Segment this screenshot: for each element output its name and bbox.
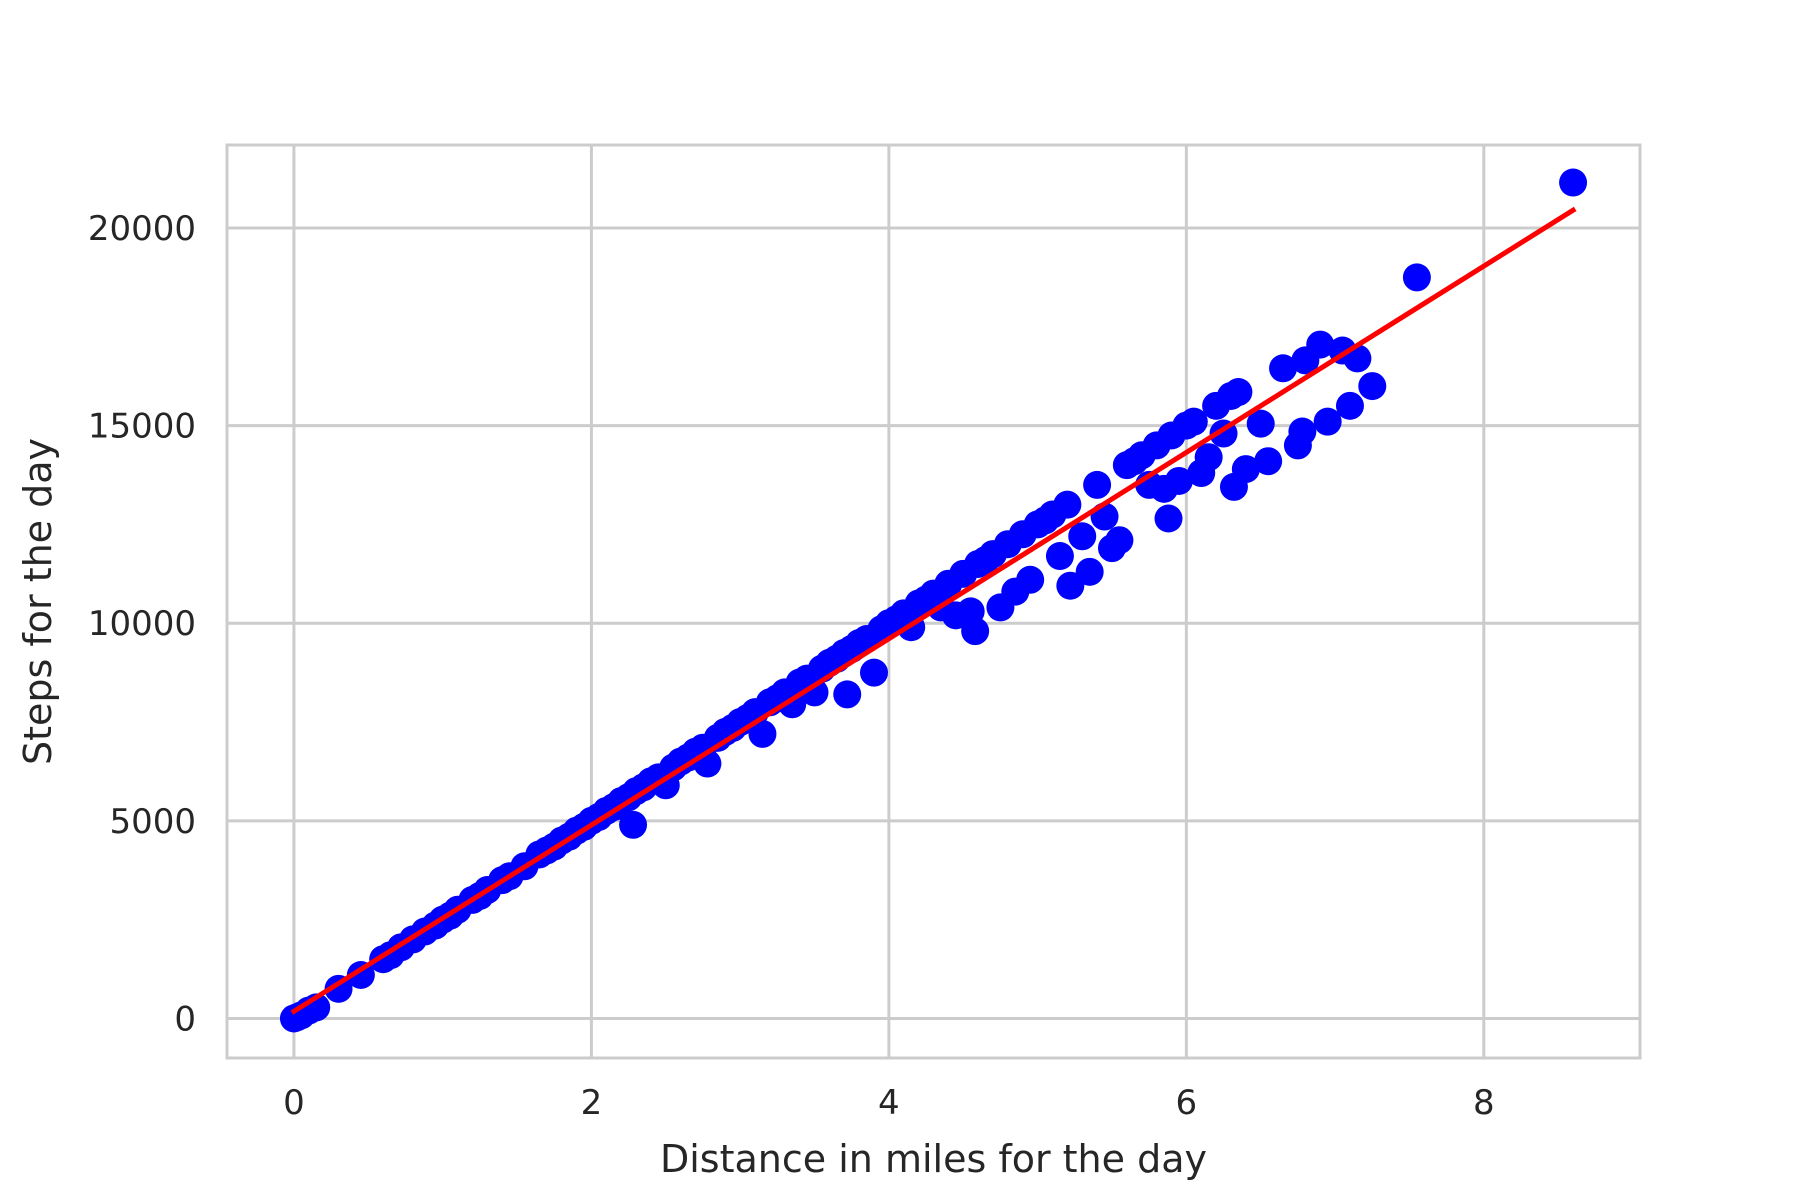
data-point <box>1254 447 1283 476</box>
plot-frame <box>225 143 1642 1060</box>
data-point <box>1164 466 1193 495</box>
data-point <box>1053 490 1082 519</box>
grid-lines <box>227 145 1640 1058</box>
x-tick-label: 4 <box>878 1083 900 1123</box>
data-point <box>1559 168 1588 197</box>
data-point <box>1045 542 1074 571</box>
data-point <box>1016 565 1045 594</box>
data-point <box>619 810 648 839</box>
data-point <box>1083 470 1112 499</box>
data-point <box>1313 407 1342 436</box>
data-point <box>1105 526 1134 555</box>
data-point <box>833 680 862 709</box>
data-point <box>1056 571 1085 600</box>
data-point <box>748 719 777 748</box>
data-point <box>1075 557 1104 586</box>
x-tick-labels: 0 2 4 6 8 <box>283 1083 1495 1123</box>
y-tick-label: 15000 <box>88 407 196 447</box>
data-point <box>1288 417 1317 446</box>
y-tick-label: 5000 <box>109 802 196 842</box>
data-point <box>1402 263 1431 292</box>
fit-line-layer <box>290 206 1577 1015</box>
data-point <box>1246 409 1275 438</box>
data-point <box>1231 455 1260 484</box>
data-points <box>279 168 1588 1033</box>
y-axis-label: Steps for the day <box>16 438 60 765</box>
x-tick-label: 2 <box>581 1083 603 1123</box>
data-point <box>1224 378 1253 407</box>
data-point <box>1154 504 1183 533</box>
data-point <box>860 658 889 687</box>
data-point <box>1194 443 1223 472</box>
y-tick-label: 20000 <box>88 209 196 249</box>
x-tick-label: 6 <box>1176 1083 1198 1123</box>
data-point <box>800 678 829 707</box>
y-tick-labels: 0 5000 10000 15000 20000 <box>88 209 196 1039</box>
data-point <box>961 617 990 646</box>
x-tick-label: 0 <box>283 1083 305 1123</box>
data-point <box>1269 354 1298 383</box>
data-point <box>1068 522 1097 551</box>
x-axis-label: Distance in miles for the day <box>660 1137 1207 1181</box>
x-tick-label: 8 <box>1473 1083 1495 1123</box>
data-point <box>1335 391 1364 420</box>
fit-line <box>290 206 1577 1015</box>
data-point <box>1090 502 1119 531</box>
data-point <box>1306 330 1335 359</box>
y-tick-label: 0 <box>174 999 196 1039</box>
data-point <box>1358 372 1387 401</box>
data-point <box>1179 407 1208 436</box>
y-tick-label: 10000 <box>88 604 196 644</box>
